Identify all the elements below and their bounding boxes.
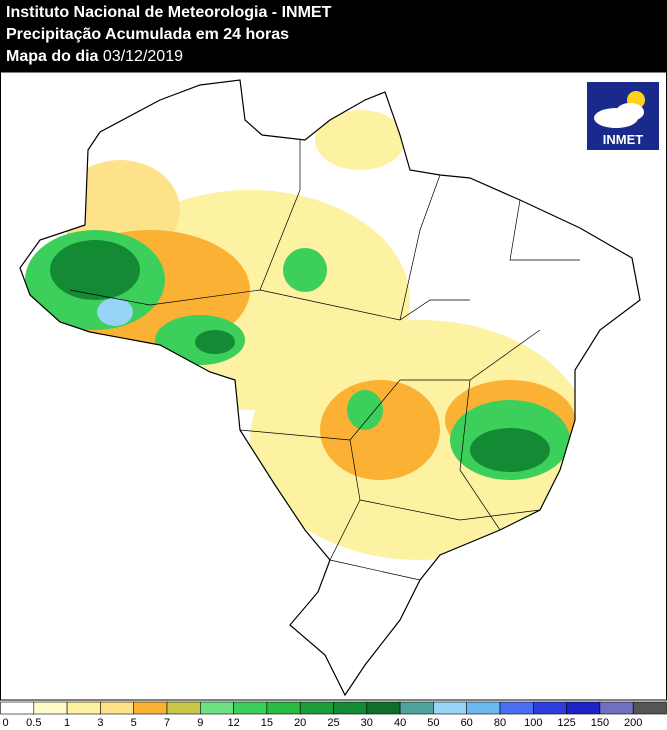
legend-label: 0.5 [26, 717, 41, 729]
legend-swatch [166, 701, 201, 715]
legend-swatch [399, 701, 434, 715]
legend-swatch [466, 701, 501, 715]
legend-label: 100 [524, 717, 542, 729]
legend-swatch [133, 701, 168, 715]
date: 03/12/2019 [102, 48, 183, 65]
date-label: Mapa do dia [6, 48, 99, 65]
legend-swatch [299, 701, 334, 715]
legend-label: 50 [427, 717, 439, 729]
legend-swatch [499, 701, 534, 715]
legend-swatch [33, 701, 68, 715]
legend-label: 60 [461, 717, 473, 729]
legend-swatch [532, 701, 567, 715]
legend-label: 150 [591, 717, 609, 729]
legend-label: 7 [164, 717, 170, 729]
legend-label: 5 [131, 717, 137, 729]
legend-swatch [366, 701, 401, 715]
legend-label: 3 [97, 717, 103, 729]
legend-swatch [266, 701, 301, 715]
legend-label: 40 [394, 717, 406, 729]
legend-swatch [433, 701, 467, 715]
legend-swatch [333, 701, 368, 715]
legend-swatch [632, 701, 667, 715]
legend: 0 0.5 1 3 5 7 9 12 15 20 25 30 40 50 60 80 100 125 150 200 [0, 701, 667, 729]
legend-swatch [66, 701, 101, 715]
legend-label: 80 [494, 717, 506, 729]
legend-label: 30 [361, 717, 373, 729]
legend-label: 15 [261, 717, 273, 729]
legend-swatch [200, 701, 234, 715]
legend-label: 12 [227, 717, 239, 729]
legend-swatch [566, 701, 601, 715]
date-line: Mapa do dia 03/12/2019 [6, 46, 661, 68]
legend-label: 20 [294, 717, 306, 729]
legend-label: 200 [624, 717, 642, 729]
title: Instituto Nacional de Meteorologia - INM… [6, 4, 332, 21]
subtitle: Precipitação Acumulada em 24 horas [6, 26, 290, 43]
logo-text: INMET [603, 132, 644, 147]
state-borders [69, 140, 580, 581]
logo: INMET [587, 82, 659, 150]
legend-label: 9 [197, 717, 203, 729]
legend-label: 125 [557, 717, 575, 729]
header: Instituto Nacional de Meteorologia - INM… [0, 0, 667, 72]
legend-label: 25 [327, 717, 339, 729]
legend-swatch [100, 701, 135, 715]
legend-label: 1 [64, 717, 70, 729]
legend-swatch [0, 701, 35, 715]
legend-swatch [599, 701, 634, 715]
legend-swatch [233, 701, 268, 715]
legend-label: 0 [3, 717, 9, 729]
